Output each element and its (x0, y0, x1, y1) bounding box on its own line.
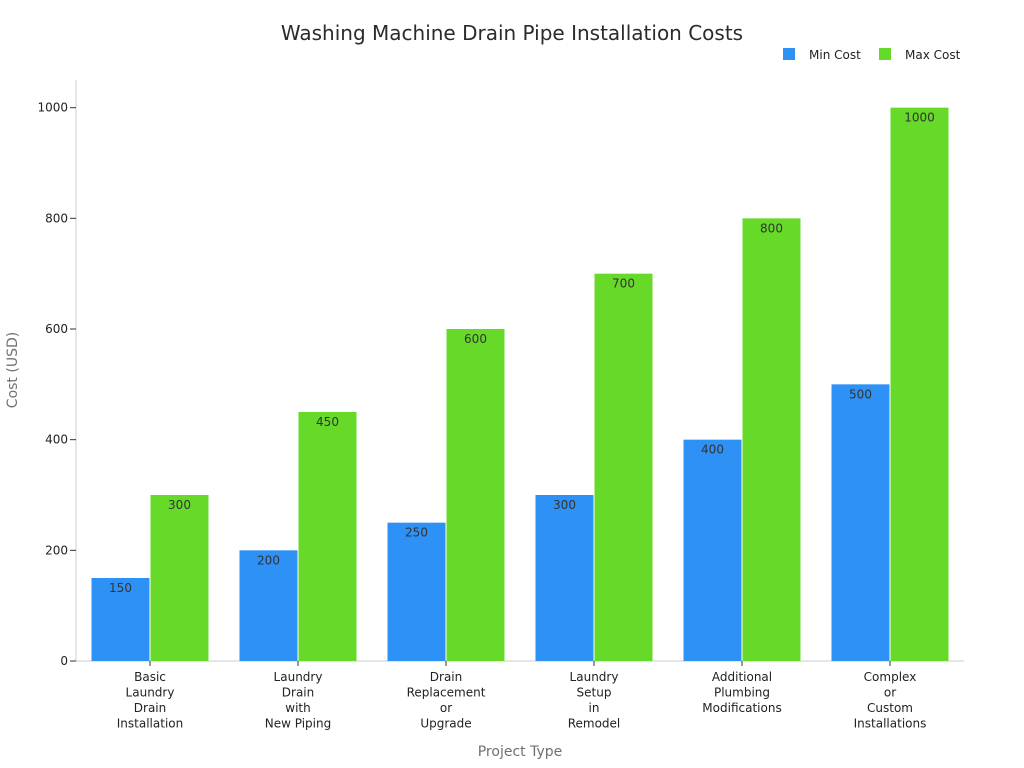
category-label: Drain (134, 701, 166, 715)
bar-max-cost (298, 412, 357, 661)
category-label: Drain (430, 670, 462, 684)
category-label: Modifications (702, 701, 781, 715)
category-label: Upgrade (420, 717, 471, 731)
category-label: Laundry (274, 670, 323, 684)
data-label: 150 (109, 581, 132, 595)
data-label: 300 (168, 498, 191, 512)
bar-max-cost (742, 218, 801, 662)
data-label: 450 (316, 415, 339, 429)
category-label: or (884, 686, 896, 700)
data-labels: 150 300 200 450 250 600 300 700 400 800 500 1000 (109, 111, 935, 595)
bars (91, 107, 949, 662)
bar-min-cost (387, 522, 446, 661)
category-labels: BasicLaundryDrainInstallationLaundryDrai… (117, 661, 927, 731)
data-label: 600 (464, 332, 487, 346)
y-axis: 0 200 400 600 800 1000 (37, 80, 77, 668)
bar-min-cost (239, 550, 298, 661)
category-label: Remodel (568, 717, 621, 731)
legend-label: Max Cost (905, 48, 961, 62)
x-axis-title: Project Type (478, 744, 563, 760)
legend-swatch (783, 48, 795, 60)
y-tick-label: 0 (60, 654, 68, 668)
data-label: 300 (553, 498, 576, 512)
y-tick-label: 1000 (37, 101, 68, 115)
y-tick-label: 600 (45, 322, 68, 336)
data-label: 500 (849, 387, 872, 401)
category-label: Installations (854, 717, 927, 731)
data-label: 200 (257, 553, 280, 567)
y-axis-title: Cost (USD) (5, 332, 21, 408)
y-tick-label: 800 (45, 211, 68, 225)
category-label: Plumbing (714, 686, 770, 700)
y-tick-label: 200 (45, 543, 68, 557)
data-label: 700 (612, 277, 635, 291)
category-label: in (589, 701, 600, 715)
category-label: Installation (117, 717, 183, 731)
bar-max-cost (890, 107, 949, 661)
data-label: 400 (701, 443, 724, 457)
data-label: 800 (760, 221, 783, 235)
category-label: Custom (867, 701, 913, 715)
bar-max-cost (150, 495, 209, 661)
bar-min-cost (683, 439, 742, 661)
bar-min-cost (535, 495, 594, 661)
category-label: Complex (864, 670, 917, 684)
legend: Min Cost Max Cost (783, 48, 961, 62)
category-label: Drain (282, 686, 314, 700)
category-label: with (285, 701, 310, 715)
bar-max-cost (446, 329, 505, 661)
category-label: Basic (134, 670, 166, 684)
bar-min-cost (91, 578, 150, 661)
bar-max-cost (594, 273, 653, 661)
category-label: Setup (577, 686, 612, 700)
category-label: or (440, 701, 452, 715)
category-label: Laundry (126, 686, 175, 700)
category-label: Replacement (407, 686, 486, 700)
bar-min-cost (831, 384, 890, 661)
legend-swatch (879, 48, 891, 60)
data-label: 250 (405, 526, 428, 540)
legend-label: Min Cost (809, 48, 861, 62)
data-label: 1000 (904, 111, 935, 125)
category-label: Laundry (570, 670, 619, 684)
category-label: Additional (712, 670, 772, 684)
category-label: New Piping (265, 717, 331, 731)
y-tick-label: 400 (45, 433, 68, 447)
chart-title: Washing Machine Drain Pipe Installation … (281, 21, 743, 45)
